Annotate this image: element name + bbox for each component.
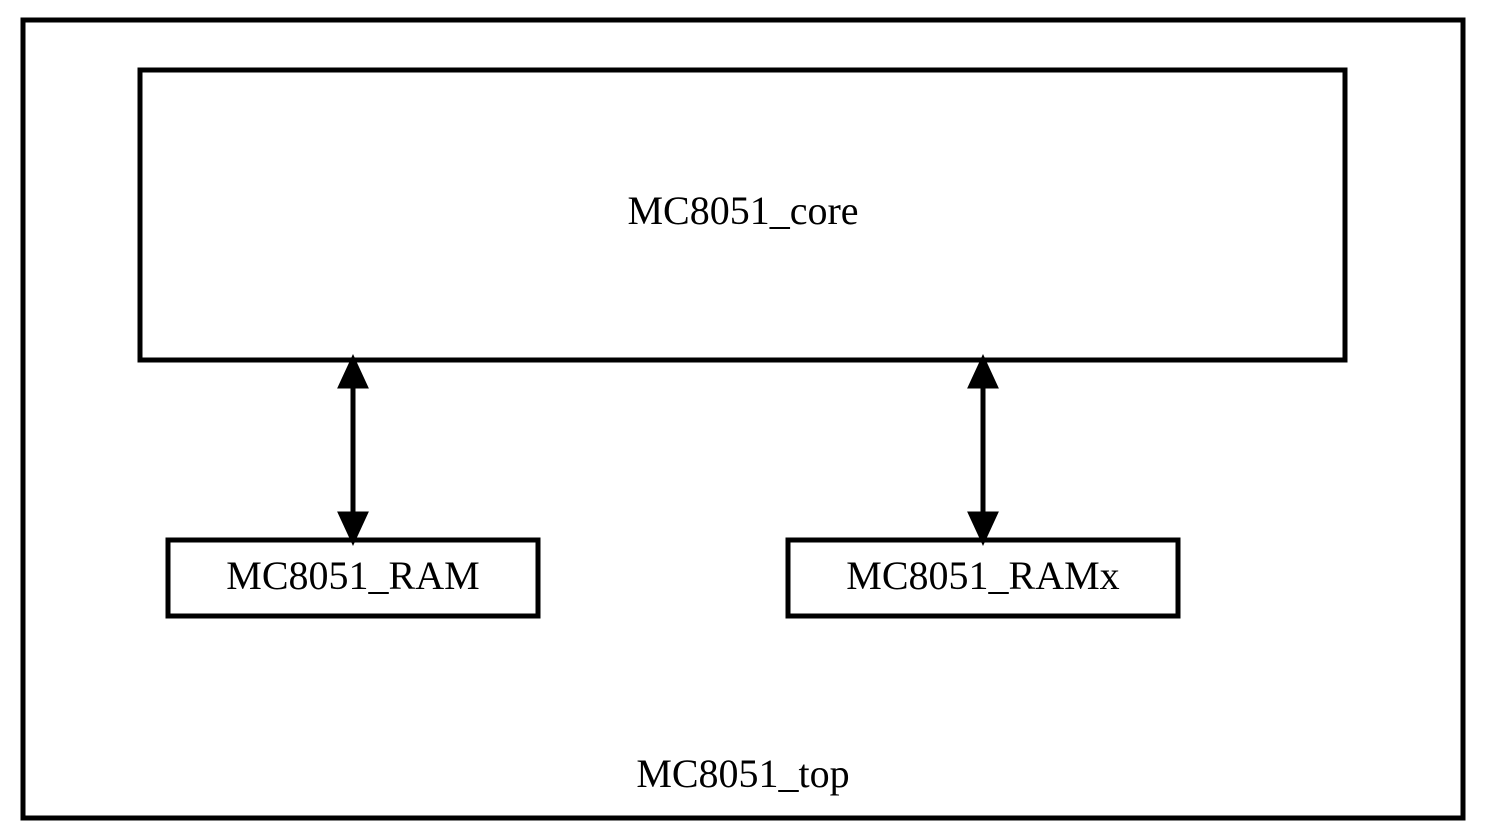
arrow-core-ramx xyxy=(971,360,995,540)
label-top: MC8051_top xyxy=(636,751,849,796)
label-ram: MC8051_RAM xyxy=(226,553,479,598)
arrow-core-ram xyxy=(341,360,365,540)
box-top xyxy=(23,20,1463,818)
label-ramx: MC8051_RAMx xyxy=(846,553,1119,598)
label-core: MC8051_core xyxy=(627,188,858,233)
diagram-canvas: MC8051_core MC8051_RAM MC8051_RAMx MC805… xyxy=(0,0,1485,835)
